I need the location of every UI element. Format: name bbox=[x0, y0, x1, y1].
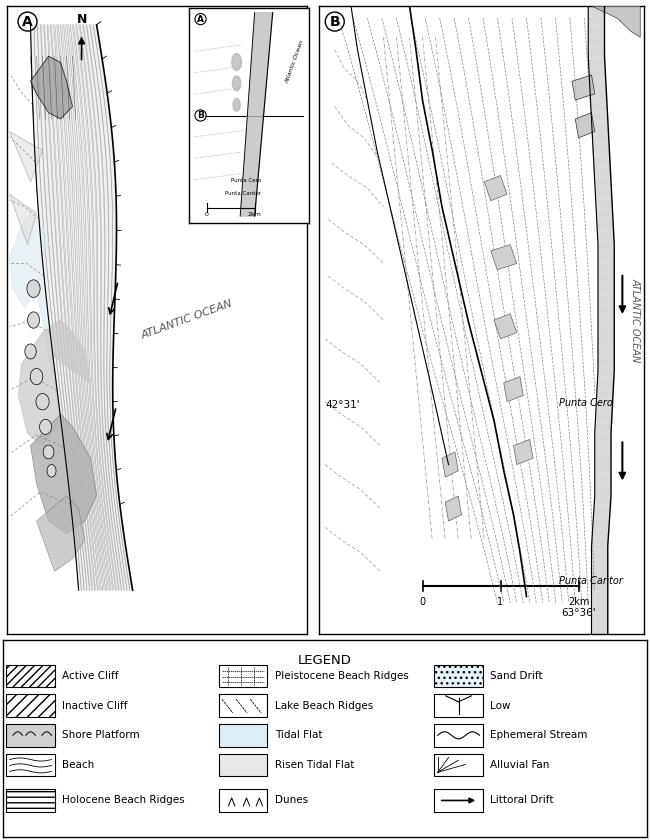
Text: Punta Cero: Punta Cero bbox=[559, 398, 613, 408]
Text: Punta Cantor: Punta Cantor bbox=[559, 575, 623, 585]
Bar bbox=[6, 724, 55, 747]
Polygon shape bbox=[484, 176, 507, 201]
Text: Alluvial Fan: Alluvial Fan bbox=[490, 760, 550, 770]
Polygon shape bbox=[233, 98, 240, 111]
Polygon shape bbox=[18, 320, 90, 510]
Text: Tidal Flat: Tidal Flat bbox=[275, 730, 322, 740]
Polygon shape bbox=[494, 314, 517, 339]
Bar bbox=[434, 789, 483, 811]
Polygon shape bbox=[31, 56, 73, 119]
Polygon shape bbox=[572, 75, 595, 100]
Text: ATLANTIC OCEAN: ATLANTIC OCEAN bbox=[140, 299, 234, 341]
Text: ATLANTIC OCEAN: ATLANTIC OCEAN bbox=[630, 278, 640, 362]
Text: Ephemeral Stream: Ephemeral Stream bbox=[490, 730, 588, 740]
Bar bbox=[434, 753, 483, 776]
Polygon shape bbox=[36, 394, 49, 410]
Polygon shape bbox=[232, 54, 241, 71]
Bar bbox=[219, 753, 267, 776]
Text: Active Cliff: Active Cliff bbox=[62, 671, 119, 681]
Text: Sand Drift: Sand Drift bbox=[490, 671, 543, 681]
Text: 0: 0 bbox=[419, 597, 426, 607]
Bar bbox=[219, 789, 267, 811]
Polygon shape bbox=[233, 76, 240, 91]
Text: Shore Platform: Shore Platform bbox=[62, 730, 140, 740]
Text: Dunes: Dunes bbox=[275, 795, 308, 806]
Polygon shape bbox=[40, 419, 51, 434]
Polygon shape bbox=[47, 465, 56, 477]
Text: B: B bbox=[197, 111, 204, 120]
Polygon shape bbox=[592, 6, 640, 37]
Polygon shape bbox=[31, 369, 43, 385]
Text: Low: Low bbox=[490, 701, 511, 711]
Polygon shape bbox=[10, 132, 42, 181]
Text: 2km: 2km bbox=[568, 597, 589, 607]
Polygon shape bbox=[27, 312, 40, 328]
Polygon shape bbox=[10, 213, 61, 424]
Text: 42°31': 42°31' bbox=[325, 400, 359, 410]
Text: LEGEND: LEGEND bbox=[298, 654, 352, 667]
Text: Risen Tidal Flat: Risen Tidal Flat bbox=[275, 760, 354, 770]
Text: Pleistocene Beach Ridges: Pleistocene Beach Ridges bbox=[275, 671, 409, 681]
Bar bbox=[6, 695, 55, 717]
Bar bbox=[434, 695, 483, 717]
Bar bbox=[6, 789, 55, 811]
Polygon shape bbox=[514, 439, 533, 465]
Text: Lake Beach Ridges: Lake Beach Ridges bbox=[275, 701, 373, 711]
Polygon shape bbox=[31, 414, 97, 533]
Text: Holocene Beach Ridges: Holocene Beach Ridges bbox=[62, 795, 185, 806]
Polygon shape bbox=[240, 13, 273, 216]
Polygon shape bbox=[31, 24, 133, 591]
Text: Atlantic Ocean: Atlantic Ocean bbox=[284, 39, 305, 84]
Bar bbox=[434, 664, 483, 687]
Bar bbox=[6, 664, 55, 687]
Bar bbox=[219, 695, 267, 717]
Text: Inactive Cliff: Inactive Cliff bbox=[62, 701, 128, 711]
Text: Littoral Drift: Littoral Drift bbox=[490, 795, 554, 806]
Bar bbox=[6, 753, 55, 776]
Text: 2km: 2km bbox=[248, 213, 261, 218]
Polygon shape bbox=[43, 445, 54, 459]
Text: N: N bbox=[77, 13, 86, 26]
Text: 1: 1 bbox=[497, 597, 504, 607]
Text: A: A bbox=[197, 14, 204, 24]
Text: 0: 0 bbox=[205, 213, 209, 218]
Polygon shape bbox=[491, 244, 517, 270]
Polygon shape bbox=[588, 6, 614, 634]
Text: A: A bbox=[22, 14, 33, 29]
Bar bbox=[219, 664, 267, 687]
Polygon shape bbox=[27, 280, 40, 297]
Bar bbox=[434, 724, 483, 747]
Polygon shape bbox=[575, 113, 595, 138]
Text: 63°36': 63°36' bbox=[561, 608, 596, 618]
Bar bbox=[219, 724, 267, 747]
Polygon shape bbox=[504, 376, 523, 402]
Text: B: B bbox=[330, 14, 340, 29]
Polygon shape bbox=[10, 194, 36, 244]
Polygon shape bbox=[442, 452, 458, 477]
Polygon shape bbox=[25, 344, 36, 359]
Polygon shape bbox=[36, 496, 84, 571]
Text: Punta Cero: Punta Cero bbox=[231, 178, 261, 183]
Text: Punta Cantor: Punta Cantor bbox=[225, 191, 261, 196]
Text: Beach: Beach bbox=[62, 760, 95, 770]
Polygon shape bbox=[445, 496, 462, 521]
